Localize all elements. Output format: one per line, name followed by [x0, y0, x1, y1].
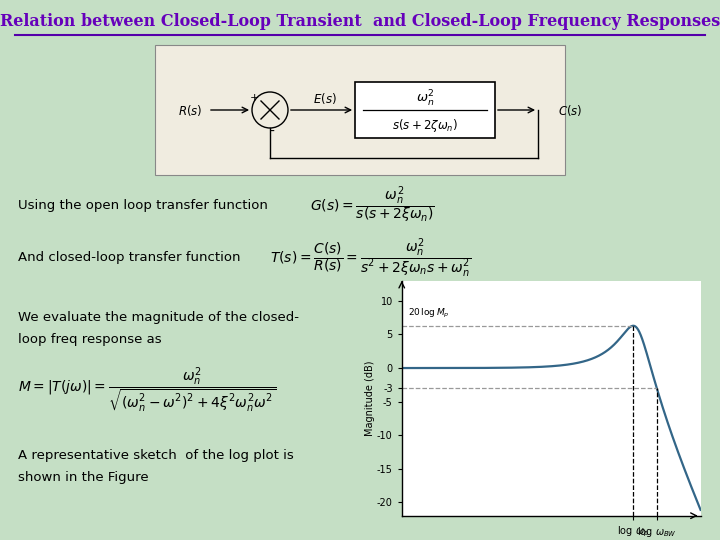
Text: shown in the Figure: shown in the Figure — [18, 470, 148, 483]
Text: A representative sketch  of the log plot is: A representative sketch of the log plot … — [18, 449, 294, 462]
Text: +: + — [249, 93, 258, 103]
Text: $E(s)$: $E(s)$ — [313, 91, 337, 105]
Text: $20\,\log M_p$: $20\,\log M_p$ — [408, 307, 449, 320]
FancyBboxPatch shape — [155, 45, 565, 175]
Text: $s(s+2\zeta\omega_n)$: $s(s+2\zeta\omega_n)$ — [392, 117, 458, 133]
Y-axis label: Magnitude (dB): Magnitude (dB) — [366, 361, 375, 436]
Text: $T(s) = \dfrac{C(s)}{R(s)} = \dfrac{\omega_n^2}{s^2+2\xi\omega_n s+\omega_n^2}$: $T(s) = \dfrac{C(s)}{R(s)} = \dfrac{\ome… — [270, 236, 472, 280]
Text: -: - — [269, 125, 274, 139]
Text: $\omega_n^2$: $\omega_n^2$ — [415, 89, 434, 109]
Text: Relation between Closed-Loop Transient  and Closed-Loop Frequency Responses: Relation between Closed-Loop Transient a… — [0, 14, 720, 30]
Text: $R(s)$: $R(s)$ — [178, 103, 202, 118]
Text: $M = |T(j\omega)| = \dfrac{\omega_n^2}{\sqrt{(\omega_n^2-\omega^2)^2+4\xi^2\omeg: $M = |T(j\omega)| = \dfrac{\omega_n^2}{\… — [18, 366, 276, 415]
Text: loop freq response as: loop freq response as — [18, 334, 161, 347]
Text: $C(s)$: $C(s)$ — [558, 103, 582, 118]
Text: Using the open loop transfer function: Using the open loop transfer function — [18, 199, 268, 212]
FancyBboxPatch shape — [355, 82, 495, 138]
Text: And closed-loop transfer function: And closed-loop transfer function — [18, 252, 240, 265]
Text: $G(s) = \dfrac{\omega_n^2}{s(s+2\xi\omega_n)}$: $G(s) = \dfrac{\omega_n^2}{s(s+2\xi\omeg… — [310, 185, 435, 226]
Text: We evaluate the magnitude of the closed-: We evaluate the magnitude of the closed- — [18, 312, 299, 325]
